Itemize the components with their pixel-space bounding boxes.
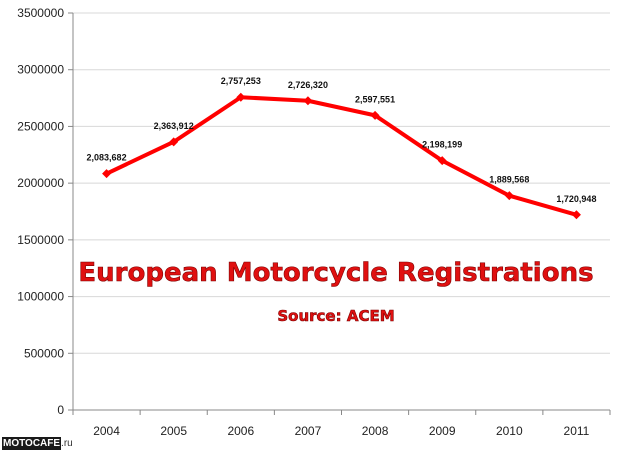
series-line [104, 95, 579, 217]
x-tick-label: 2009 [429, 424, 456, 438]
data-label: 2,726,320 [288, 80, 328, 90]
data-point-marker [102, 169, 112, 179]
y-tick-label: 3500000 [17, 6, 64, 20]
data-labels: 2,083,682 2,363,912 2,757,253 2,726,320 2,59… [87, 76, 597, 204]
x-tick-label: 2008 [362, 424, 389, 438]
data-label: 2,597,551 [355, 94, 395, 104]
chart-subtitle: Source: ACEM [277, 307, 394, 325]
data-point-marker [236, 92, 246, 102]
series-registrations [102, 92, 581, 220]
y-tick-label: 2000000 [17, 176, 64, 190]
y-tick-label: 1500000 [17, 233, 64, 247]
watermark-brand: MOTOCAFE [2, 437, 62, 450]
watermark-domain: .ru [61, 438, 73, 449]
data-label: 1,889,568 [489, 175, 529, 185]
data-point-marker [370, 110, 380, 120]
y-tick-label: 500000 [24, 346, 64, 360]
x-axis: 2004 2005 2006 2007 2008 2009 2010 2011 [72, 409, 611, 438]
x-tick-label: 2004 [93, 424, 120, 438]
x-tick-label: 2011 [564, 424, 590, 438]
data-point-marker [504, 191, 514, 201]
x-tick-label: 2006 [227, 424, 254, 438]
x-tick-label: 2005 [160, 424, 187, 438]
y-tick-label: 1000000 [17, 290, 64, 304]
y-axis: 0 500000 1000000 1500000 2000000 2500000 30000… [17, 6, 74, 417]
gridlines [73, 12, 610, 354]
y-tick-label: 0 [57, 403, 64, 417]
y-tick-label: 2500000 [17, 119, 64, 133]
data-point-marker [571, 210, 581, 220]
data-label: 1,720,948 [556, 194, 596, 204]
x-tick-label: 2007 [295, 424, 322, 438]
data-point-marker [303, 96, 313, 106]
data-point-marker [169, 137, 179, 147]
data-label: 2,363,912 [154, 121, 194, 131]
y-tick-label: 3000000 [17, 63, 64, 77]
data-point-marker [437, 156, 447, 166]
x-tick-label: 2010 [496, 424, 523, 438]
data-label: 2,198,199 [422, 140, 462, 150]
watermark: MOTOCAFE.ru [2, 437, 73, 450]
data-label: 2,757,253 [221, 76, 261, 86]
chart-title: European Motorcycle Registrations [78, 258, 593, 288]
data-label: 2,083,682 [87, 153, 127, 163]
